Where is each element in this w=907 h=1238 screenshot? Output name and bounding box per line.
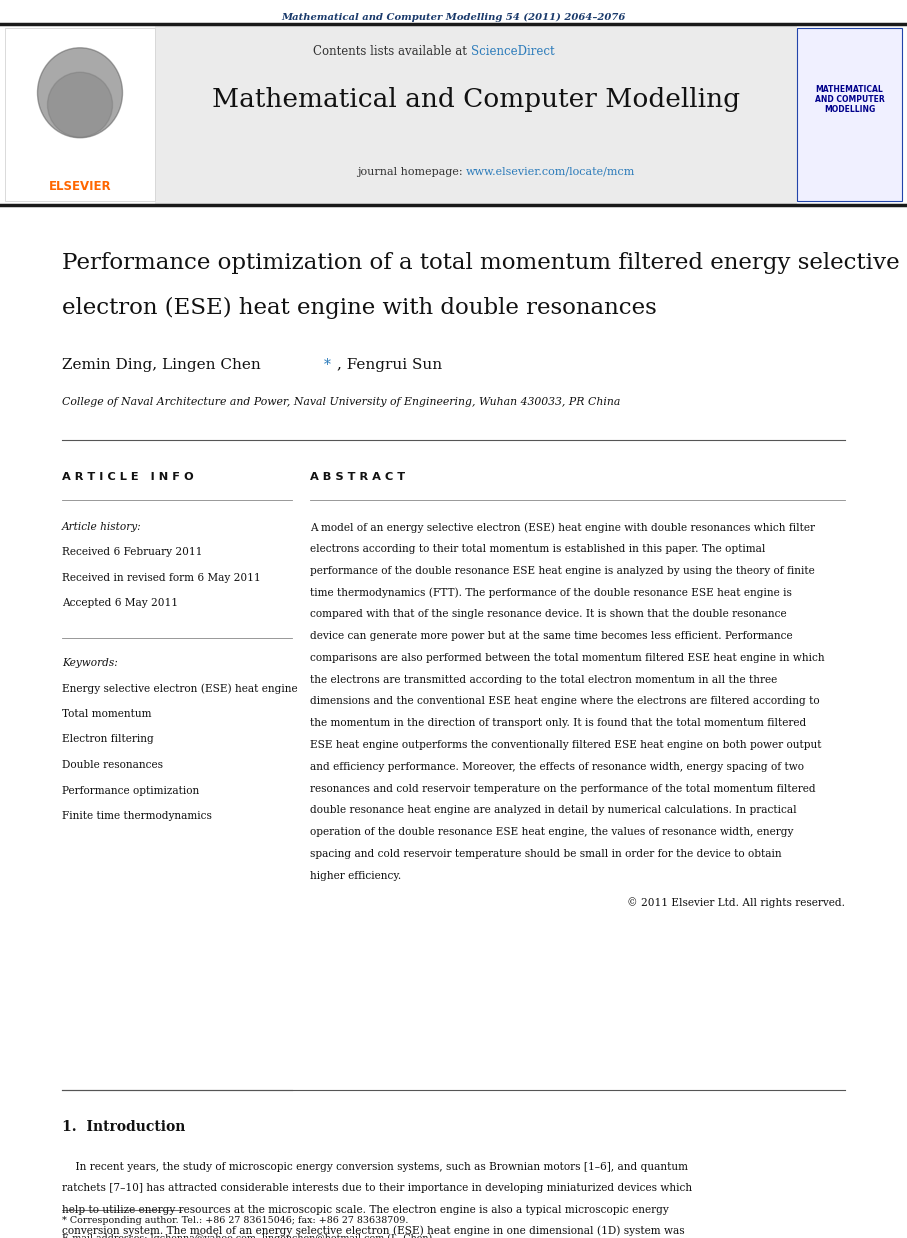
Text: device can generate more power but at the same time becomes less efficient. Perf: device can generate more power but at th…: [310, 631, 793, 641]
Ellipse shape: [47, 72, 112, 137]
Bar: [797, 28, 902, 201]
Text: www.elsevier.com/locate/mcm: www.elsevier.com/locate/mcm: [466, 167, 636, 177]
Text: * Corresponding author. Tel.: +86 27 83615046; fax: +86 27 83638709.: * Corresponding author. Tel.: +86 27 836…: [62, 1216, 408, 1224]
Text: Accepted 6 May 2011: Accepted 6 May 2011: [62, 598, 178, 609]
Text: Mathematical and Computer Modelling 54 (2011) 2064–2076: Mathematical and Computer Modelling 54 (…: [281, 14, 626, 22]
Text: the electrons are transmitted according to the total electron momentum in all th: the electrons are transmitted according …: [310, 675, 777, 685]
Text: performance of the double resonance ESE heat engine is analyzed by using the the: performance of the double resonance ESE …: [310, 566, 814, 576]
Text: A R T I C L E   I N F O: A R T I C L E I N F O: [62, 472, 194, 482]
Text: Performance optimization of a total momentum filtered energy selective: Performance optimization of a total mome…: [62, 253, 900, 274]
Text: higher efficiency.: higher efficiency.: [310, 870, 401, 880]
Text: Energy selective electron (ESE) heat engine: Energy selective electron (ESE) heat eng…: [62, 683, 297, 695]
Text: A B S T R A C T: A B S T R A C T: [310, 472, 405, 482]
Text: Finite time thermodynamics: Finite time thermodynamics: [62, 811, 212, 821]
Text: *: *: [324, 358, 331, 371]
Text: Contents lists available at: Contents lists available at: [314, 46, 471, 58]
Text: Keywords:: Keywords:: [62, 659, 118, 669]
Text: help to utilize energy resources at the microscopic scale. The electron engine i: help to utilize energy resources at the …: [62, 1205, 668, 1214]
Text: © 2011 Elsevier Ltd. All rights reserved.: © 2011 Elsevier Ltd. All rights reserved…: [627, 898, 845, 909]
Text: ScienceDirect: ScienceDirect: [471, 46, 554, 58]
Text: MATHEMATICAL
AND COMPUTER
MODELLING: MATHEMATICAL AND COMPUTER MODELLING: [814, 84, 884, 114]
Text: Electron filtering: Electron filtering: [62, 734, 154, 744]
Text: time thermodynamics (FTT). The performance of the double resonance ESE heat engi: time thermodynamics (FTT). The performan…: [310, 587, 792, 598]
Text: comparisons are also performed between the total momentum filtered ESE heat engi: comparisons are also performed between t…: [310, 652, 824, 662]
Text: ELSEVIER: ELSEVIER: [49, 180, 112, 193]
Text: E-mail addresses: lgchenna@yahoo.com, lingenchen@hotmail.com (L. Chen).: E-mail addresses: lgchenna@yahoo.com, li…: [62, 1234, 435, 1238]
Text: ESE heat engine outperforms the conventionally filtered ESE heat engine on both : ESE heat engine outperforms the conventi…: [310, 740, 822, 750]
Bar: [5, 28, 155, 201]
Text: journal homepage:: journal homepage:: [356, 167, 466, 177]
Text: Double resonances: Double resonances: [62, 760, 163, 770]
Text: 1.  Introduction: 1. Introduction: [62, 1120, 185, 1134]
Text: electron (ESE) heat engine with double resonances: electron (ESE) heat engine with double r…: [62, 297, 657, 319]
Text: Received in revised form 6 May 2011: Received in revised form 6 May 2011: [62, 573, 260, 583]
Text: Mathematical and Computer Modelling: Mathematical and Computer Modelling: [212, 88, 740, 113]
Text: Zemin Ding, Lingen Chen: Zemin Ding, Lingen Chen: [62, 358, 266, 371]
Text: double resonance heat engine are analyzed in detail by numerical calculations. I: double resonance heat engine are analyze…: [310, 806, 796, 816]
Text: College of Naval Architecture and Power, Naval University of Engineering, Wuhan : College of Naval Architecture and Power,…: [62, 397, 620, 407]
Text: Performance optimization: Performance optimization: [62, 785, 200, 796]
Text: operation of the double resonance ESE heat engine, the values of resonance width: operation of the double resonance ESE he…: [310, 827, 794, 837]
Text: ratchets [7–10] has attracted considerable interests due to their importance in : ratchets [7–10] has attracted considerab…: [62, 1184, 692, 1193]
Bar: [155, 24, 797, 206]
Text: and efficiency performance. Moreover, the effects of resonance width, energy spa: and efficiency performance. Moreover, th…: [310, 761, 804, 771]
Text: compared with that of the single resonance device. It is shown that the double r: compared with that of the single resonan…: [310, 609, 786, 619]
Text: , Fengrui Sun: , Fengrui Sun: [337, 358, 442, 371]
Text: Total momentum: Total momentum: [62, 709, 151, 719]
Text: resonances and cold reservoir temperature on the performance of the total moment: resonances and cold reservoir temperatur…: [310, 784, 815, 794]
Text: spacing and cold reservoir temperature should be small in order for the device t: spacing and cold reservoir temperature s…: [310, 849, 782, 859]
Text: conversion system. The model of an energy selective electron (ESE) heat engine i: conversion system. The model of an energ…: [62, 1226, 685, 1237]
Text: Article history:: Article history:: [62, 522, 141, 532]
Text: In recent years, the study of microscopic energy conversion systems, such as Bro: In recent years, the study of microscopi…: [62, 1162, 688, 1172]
Text: the momentum in the direction of transport only. It is found that the total mome: the momentum in the direction of transpo…: [310, 718, 806, 728]
Ellipse shape: [37, 48, 122, 137]
Text: electrons according to their total momentum is established in this paper. The op: electrons according to their total momen…: [310, 543, 766, 553]
Text: A model of an energy selective electron (ESE) heat engine with double resonances: A model of an energy selective electron …: [310, 522, 815, 532]
Text: Received 6 February 2011: Received 6 February 2011: [62, 547, 202, 557]
Text: dimensions and the conventional ESE heat engine where the electrons are filtered: dimensions and the conventional ESE heat…: [310, 697, 820, 707]
